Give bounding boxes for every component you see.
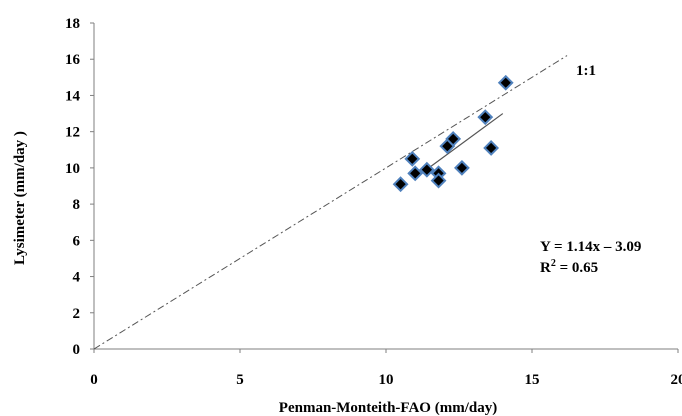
y-tick-label: 4 — [73, 270, 81, 286]
data-point-marker — [418, 161, 435, 178]
data-point-marker — [477, 109, 494, 126]
y-tick-label: 0 — [73, 342, 81, 358]
x-axis-title: Penman-Monteith-FAO (mm/day) — [279, 400, 497, 416]
y-tick-label: 18 — [65, 16, 80, 32]
axes — [90, 22, 679, 353]
one-to-one-label: 1:1 — [576, 63, 596, 79]
y-tick-label: 10 — [65, 161, 80, 177]
y-axis-title: Lysimeter (mm/day ) — [12, 131, 28, 265]
regression-equation: Y = 1.14x – 3.09 — [540, 239, 641, 255]
data-point-marker — [404, 150, 421, 167]
y-tick-label: 2 — [73, 306, 81, 322]
data-point-marker — [483, 140, 500, 156]
x-tick-label: 10 — [379, 372, 394, 388]
data-point-marker — [430, 172, 447, 189]
data-point-marker — [392, 176, 409, 193]
r2-superscript: 2 — [551, 258, 556, 269]
y-tick-label: 14 — [65, 88, 81, 104]
y-tick-label: 16 — [65, 52, 81, 68]
data-point-marker — [497, 74, 514, 91]
y-tick-label: 8 — [73, 197, 81, 213]
x-tick-labels: 0 5 10 15 20 — [90, 372, 682, 388]
y-tick-labels: 0 2 4 6 8 10 12 14 16 18 — [65, 16, 81, 358]
x-tick-label: 0 — [90, 372, 98, 388]
data-point-marker — [407, 165, 424, 182]
x-tick-label: 15 — [525, 372, 540, 388]
x-tick-label: 20 — [671, 372, 682, 388]
trend-lines — [93, 55, 568, 350]
data-points — [392, 74, 514, 193]
y-tick-label: 12 — [65, 125, 80, 141]
one-to-one-line — [93, 55, 568, 350]
r2-value: = 0.65 — [556, 260, 598, 276]
r2-letter: R — [540, 260, 551, 276]
data-point-marker — [454, 159, 470, 176]
x-tick-label: 5 — [236, 372, 244, 388]
data-point-marker — [445, 130, 462, 147]
r-squared-label: R2 = 0.65 — [540, 258, 598, 276]
y-tick-label: 6 — [73, 233, 81, 249]
